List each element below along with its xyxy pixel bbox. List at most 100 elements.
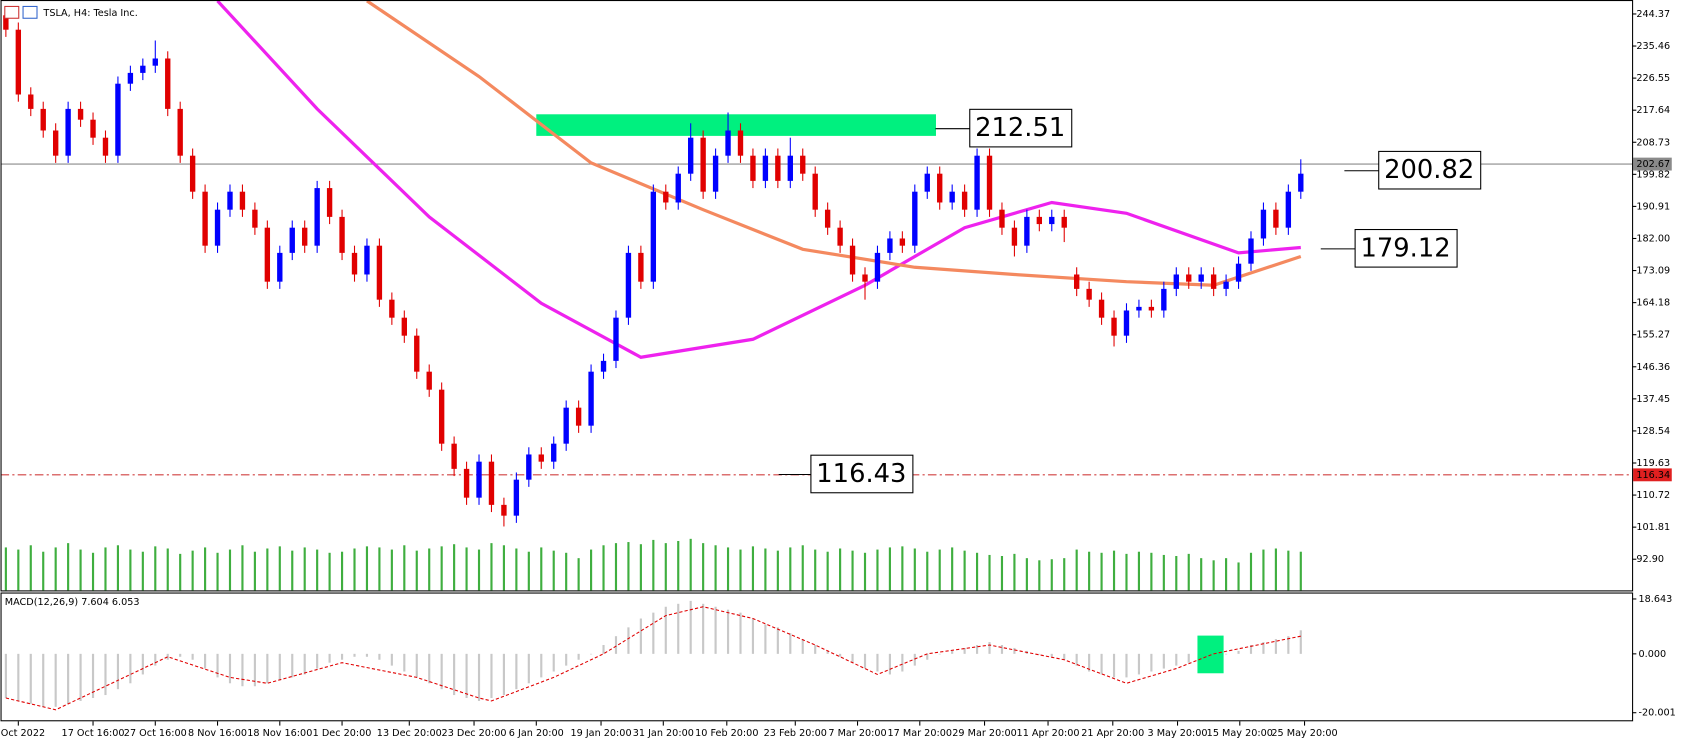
volume-bar xyxy=(453,544,456,591)
volume-bar xyxy=(17,549,20,591)
volume-bar xyxy=(1212,560,1215,591)
volume-bar xyxy=(888,547,891,591)
price-tag-label: 202.67 xyxy=(1636,159,1670,170)
volume-bar xyxy=(963,550,966,591)
candle-body xyxy=(115,83,121,156)
macd-bar xyxy=(1249,645,1253,654)
macd-bar xyxy=(67,653,70,704)
candle-body xyxy=(600,360,607,372)
y-tick-label: 155.27 xyxy=(1636,330,1670,341)
volume-bar xyxy=(42,551,45,591)
y-tick-label: 128.54 xyxy=(1636,426,1670,437)
macd-bar xyxy=(988,642,991,654)
x-tick-label: 15 May 20:00 xyxy=(1207,728,1273,739)
macd-bar xyxy=(328,653,331,663)
macd-bar xyxy=(751,618,755,654)
macd-bar xyxy=(1063,653,1066,660)
macd-bar xyxy=(801,639,804,654)
candle-body xyxy=(90,119,96,138)
volume-bar xyxy=(328,552,331,591)
volume-bar xyxy=(515,548,518,591)
macd-bar xyxy=(54,653,57,707)
symbol-icon xyxy=(4,5,38,19)
volume-bar xyxy=(751,546,755,591)
macd-bar xyxy=(316,653,319,669)
candle-body xyxy=(239,191,246,210)
macd-bar xyxy=(465,653,468,698)
volume-bar xyxy=(975,552,979,591)
candle-body xyxy=(52,130,59,156)
macd-bar xyxy=(627,627,630,654)
macd-bar xyxy=(166,653,169,660)
candle-body xyxy=(974,155,980,210)
macd-bar xyxy=(241,653,244,687)
annotation-label: 116.43 xyxy=(816,459,906,489)
macd-bar xyxy=(565,653,568,666)
volume-bar xyxy=(303,547,306,591)
macd-bar xyxy=(1075,653,1078,666)
x-tick-label: 27 Oct 16:00 xyxy=(124,728,187,739)
macd-bar xyxy=(1000,645,1004,654)
x-tick-label: 23 Dec 20:00 xyxy=(442,728,507,739)
candle-body xyxy=(837,227,843,246)
macd-bar xyxy=(776,627,779,654)
macd-bar xyxy=(91,653,95,698)
macd-bar xyxy=(888,653,891,675)
candle-body xyxy=(999,209,1005,228)
macd-bar xyxy=(303,653,306,675)
macd-bar xyxy=(266,653,269,684)
volume-bar xyxy=(1088,551,1091,591)
y-tick-label: 217.64 xyxy=(1636,105,1670,116)
volume-bar xyxy=(141,551,144,591)
candle-body xyxy=(1098,299,1105,318)
volume-bar xyxy=(714,545,717,591)
macd-bar xyxy=(228,653,232,684)
y-tick-label: 119.63 xyxy=(1636,458,1670,469)
candle-body xyxy=(339,216,345,253)
candle-body xyxy=(1260,209,1267,239)
macd-bar xyxy=(1150,653,1153,672)
volume-bar xyxy=(1237,562,1240,591)
macd-bar xyxy=(689,600,692,654)
candle-body xyxy=(775,155,781,181)
candle-body xyxy=(438,389,445,444)
macd-bar xyxy=(365,653,369,657)
macd-bar xyxy=(415,653,418,678)
volume-bar xyxy=(1112,550,1116,591)
candle-body xyxy=(712,155,719,192)
volume-bar xyxy=(179,553,182,591)
x-tick-label: 29 Mar 20:00 xyxy=(952,728,1016,739)
candle-body xyxy=(389,299,395,318)
candle-body xyxy=(202,191,208,246)
candle-body xyxy=(326,188,333,217)
annotation-label: 200.82 xyxy=(1384,155,1474,185)
volume-bar xyxy=(1249,552,1253,591)
candle-body xyxy=(1123,310,1130,336)
volume-bar xyxy=(253,551,256,591)
volume-bar xyxy=(951,547,954,591)
volume-bar xyxy=(1175,556,1178,591)
macd-bar xyxy=(789,633,792,654)
volume-bar xyxy=(4,547,7,591)
candle-body xyxy=(787,155,793,181)
y-tick-label: 208.73 xyxy=(1636,137,1670,148)
candle-body xyxy=(961,191,968,210)
volume-bar xyxy=(527,551,530,591)
macd-bar xyxy=(1237,650,1240,654)
volume-bar xyxy=(1063,558,1066,591)
main-panel-frame xyxy=(0,0,1634,592)
macd-bar xyxy=(42,653,45,707)
candle-body xyxy=(40,108,46,131)
candle-body xyxy=(1273,209,1279,228)
signal-line xyxy=(5,606,1301,711)
macd-bar xyxy=(253,653,256,687)
x-tick-label: 18 Nov 16:00 xyxy=(247,728,312,739)
x-tick-label: 1 Dec 20:00 xyxy=(313,728,372,739)
candle-body xyxy=(15,29,22,95)
candle-body xyxy=(613,317,619,361)
volume-bar xyxy=(789,547,792,591)
y-tick-label: 0.000 xyxy=(1638,649,1666,660)
volume-bar xyxy=(1187,553,1190,591)
candle-body xyxy=(476,461,482,498)
volume-bar xyxy=(291,550,294,591)
